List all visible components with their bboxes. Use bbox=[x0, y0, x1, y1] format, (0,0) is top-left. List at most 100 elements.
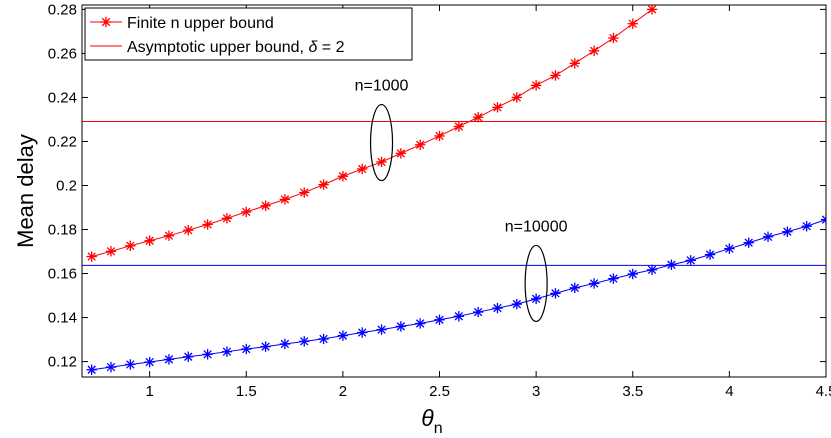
plot-frame bbox=[81, 4, 827, 378]
annotation-ellipse-0 bbox=[369, 103, 394, 182]
x-tick-label: 4.5 bbox=[816, 383, 831, 400]
data-point-n=1000-15 bbox=[376, 156, 387, 168]
legend-label-finite: Finite n upper bound bbox=[127, 15, 274, 32]
data-point-n=10000-17 bbox=[414, 318, 426, 329]
data-point-n=10000-38 bbox=[820, 214, 826, 225]
data-point-n=10000-31 bbox=[685, 255, 696, 266]
y-tick-label: 0.16 bbox=[48, 266, 77, 283]
data-point-n=1000-16 bbox=[395, 148, 407, 159]
data-point-n=1000-23 bbox=[530, 80, 542, 91]
data-point-n=1000-20 bbox=[472, 112, 484, 123]
data-point-n=1000-5 bbox=[183, 224, 194, 236]
data-point-n=1000-28 bbox=[627, 18, 638, 29]
data-point-n=10000-14 bbox=[357, 327, 368, 338]
annotation-label-0: n=1000 bbox=[355, 78, 409, 95]
data-point-n=1000-2 bbox=[125, 240, 136, 252]
data-point-n=1000-27 bbox=[608, 32, 619, 44]
data-point-n=10000-20 bbox=[472, 306, 484, 318]
y-tick-label: 0.14 bbox=[48, 310, 77, 327]
legend-label-asymptotic-symbol: δ bbox=[308, 39, 318, 56]
data-point-n=10000-28 bbox=[627, 268, 638, 280]
data-point-n=10000-9 bbox=[260, 341, 271, 352]
y-tick-label: 0.22 bbox=[48, 133, 77, 150]
data-point-n=10000-24 bbox=[550, 288, 561, 299]
data-point-n=10000-5 bbox=[183, 351, 194, 362]
data-point-n=1000-22 bbox=[511, 92, 523, 103]
data-point-n=1000-10 bbox=[279, 194, 291, 205]
legend-marker-asterisk bbox=[100, 16, 112, 28]
y-axis-label: Mean delay bbox=[13, 134, 38, 248]
x-axis-label-symbol: θ bbox=[421, 405, 434, 431]
data-point-n=10000-36 bbox=[782, 226, 793, 237]
data-point-n=1000-4 bbox=[163, 230, 175, 241]
series-line-n=1000 bbox=[91, 8, 653, 258]
y-tick-label: 0.26 bbox=[48, 45, 77, 62]
data-point-n=10000-30 bbox=[666, 259, 677, 270]
data-point-n=10000-35 bbox=[762, 231, 774, 242]
x-axis-label: θn bbox=[421, 405, 442, 437]
data-point-n=1000-19 bbox=[453, 121, 465, 132]
x-tick-label: 3.5 bbox=[622, 383, 643, 400]
data-point-n=1000-29 bbox=[646, 5, 658, 15]
legend-label-asymptotic: Asymptotic upper bound, δ = 2 bbox=[127, 39, 345, 56]
data-point-n=10000-15 bbox=[376, 324, 387, 335]
annotation-ellipse-1 bbox=[524, 244, 548, 323]
x-tick-label: 4 bbox=[725, 383, 733, 400]
x-tick-label: 1 bbox=[145, 383, 153, 400]
data-point-n=10000-23 bbox=[530, 293, 542, 305]
data-point-n=10000-10 bbox=[279, 338, 291, 350]
data-point-n=10000-32 bbox=[704, 249, 716, 260]
data-point-n=10000-26 bbox=[588, 278, 600, 289]
data-point-n=10000-16 bbox=[395, 321, 407, 332]
data-point-n=1000-13 bbox=[337, 171, 349, 182]
data-point-n=10000-34 bbox=[743, 237, 754, 248]
data-point-n=1000-25 bbox=[569, 58, 580, 69]
y-tick-label: 0.12 bbox=[48, 354, 77, 371]
x-tick-label: 2 bbox=[339, 383, 347, 400]
plot-area bbox=[82, 5, 826, 377]
y-tick-label: 0.18 bbox=[48, 222, 77, 239]
annotation-label-1: n=10000 bbox=[505, 218, 568, 235]
data-point-n=10000-21 bbox=[492, 302, 503, 314]
data-point-n=10000-12 bbox=[318, 333, 329, 345]
data-point-n=1000-14 bbox=[357, 163, 368, 175]
y-tick-label: 0.2 bbox=[56, 177, 77, 194]
data-point-n=1000-8 bbox=[241, 206, 252, 218]
data-point-n=10000-8 bbox=[241, 343, 252, 355]
legend-label-asymptotic-suffix: = 2 bbox=[317, 39, 344, 56]
data-point-n=1000-24 bbox=[550, 70, 561, 81]
data-point-n=10000-4 bbox=[163, 354, 175, 365]
x-tick-label: 2.5 bbox=[429, 383, 450, 400]
data-point-n=10000-29 bbox=[646, 264, 658, 276]
data-point-n=1000-7 bbox=[221, 213, 233, 224]
legend-marker-finite bbox=[100, 16, 112, 28]
data-point-n=10000-6 bbox=[202, 349, 213, 360]
legend: Finite n upper bound Asymptotic upper bo… bbox=[84, 7, 413, 61]
data-point-n=1000-3 bbox=[144, 235, 155, 246]
data-point-n=10000-25 bbox=[569, 282, 580, 294]
data-point-n=1000-21 bbox=[492, 102, 503, 113]
data-point-n=10000-18 bbox=[434, 314, 445, 325]
data-point-n=10000-3 bbox=[144, 356, 155, 368]
y-tick-label: 0.28 bbox=[48, 1, 77, 18]
data-point-n=10000-37 bbox=[801, 221, 812, 232]
data-point-n=1000-12 bbox=[318, 179, 329, 190]
data-point-n=10000-0 bbox=[86, 364, 97, 375]
data-point-n=10000-11 bbox=[299, 336, 310, 347]
data-point-n=1000-11 bbox=[299, 187, 310, 198]
data-point-n=1000-1 bbox=[105, 246, 117, 257]
data-point-n=10000-19 bbox=[453, 311, 465, 322]
data-point-n=10000-1 bbox=[105, 361, 117, 373]
data-point-n=10000-7 bbox=[221, 346, 233, 357]
data-point-n=1000-18 bbox=[434, 130, 445, 142]
data-point-n=10000-33 bbox=[724, 243, 735, 254]
data-point-n=1000-26 bbox=[588, 45, 600, 56]
data-point-n=1000-6 bbox=[202, 219, 213, 230]
x-axis-label-subscript: n bbox=[434, 420, 443, 437]
legend-label-asymptotic-prefix: Asymptotic upper bound, bbox=[127, 39, 308, 56]
data-point-n=10000-13 bbox=[337, 330, 349, 341]
data-point-n=1000-17 bbox=[414, 139, 426, 150]
data-point-n=1000-0 bbox=[86, 251, 97, 262]
x-tick-label: 1.5 bbox=[236, 383, 257, 400]
data-point-n=10000-2 bbox=[125, 359, 136, 370]
